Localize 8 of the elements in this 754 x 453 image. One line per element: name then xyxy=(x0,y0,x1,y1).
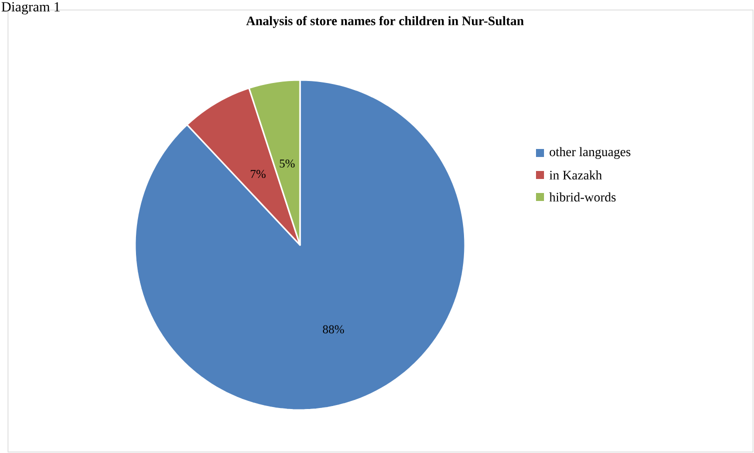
chart-title: Analysis of store names for children in Nur-Sultan xyxy=(246,16,524,28)
legend-label: other languages xyxy=(550,147,630,159)
data-label: 5% xyxy=(280,159,295,168)
data-label: 7% xyxy=(250,170,266,178)
data-label: 88% xyxy=(322,325,344,334)
legend-label: in Kazakh xyxy=(549,170,602,180)
legend-label: hibrid-words xyxy=(549,192,616,202)
text: Diagram 1 xyxy=(2,2,60,14)
